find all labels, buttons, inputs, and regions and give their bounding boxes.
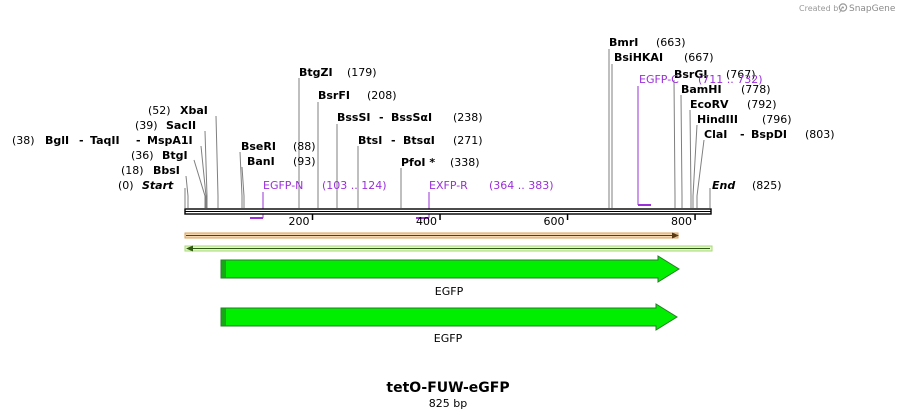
site-line-sacii	[204, 130, 208, 208]
site-line-bseri	[239, 151, 243, 208]
feature-egfp-2[interactable]	[220, 303, 678, 331]
site-bseri-name[interactable]: BseRI	[241, 140, 276, 153]
site-ecorv-name[interactable]: EcoRV	[690, 98, 729, 111]
site-pfoi-pos: (338)	[450, 156, 480, 169]
site-clai-pos: (803)	[805, 128, 835, 141]
site-hindiii-name[interactable]: HindIII	[697, 113, 738, 126]
ruler-tick-label-600: 600	[544, 215, 565, 228]
site-bgli-sep2: -	[136, 134, 141, 147]
primer-egfpc-name[interactable]: EGFP-C	[639, 73, 679, 86]
site-clai-sep: -	[740, 128, 745, 141]
site-sacii-pos: (39)	[135, 119, 158, 132]
site-bsssi-sep: -	[379, 111, 384, 124]
site-bmri-name[interactable]: BmrI	[609, 36, 638, 49]
site-bsrfi-name[interactable]: BsrFI	[318, 89, 350, 102]
feature-egfp-2-label: EGFP	[434, 332, 463, 345]
site-btgzi-pos: (179)	[347, 66, 377, 79]
site-bsihkai-name[interactable]: BsiHKAI	[614, 51, 663, 64]
site-btsi-sep: -	[391, 134, 396, 147]
site-line-bani	[241, 166, 245, 208]
ruler-tick-label-200: 200	[289, 215, 310, 228]
site-line-clai	[696, 139, 705, 208]
site-bani-name[interactable]: BanI	[247, 155, 275, 168]
site-bsssi-pos: (238)	[453, 111, 483, 124]
site-bseri-pos: (88)	[293, 140, 316, 153]
site-line-bgli	[200, 145, 207, 208]
site-bgli-sep1: -	[79, 134, 84, 147]
site-line-bbsi	[185, 175, 189, 208]
site-line-bsrgi	[673, 79, 676, 208]
site-taqii-name[interactable]: TaqII	[90, 134, 120, 147]
credit-prefix: Created by	[799, 4, 843, 13]
site-lines	[184, 49, 711, 208]
site-btsi-pos: (271)	[453, 134, 483, 147]
site-bsssi-name[interactable]: BssSI	[337, 111, 371, 124]
site-clai-name[interactable]: ClaI	[704, 128, 727, 141]
site-line-btgi	[193, 159, 206, 208]
site-bbsi-name[interactable]: BbsI	[153, 164, 180, 177]
reverse-strand-bar	[184, 245, 713, 252]
site-mspa1i-name[interactable]: MspA1I	[147, 134, 193, 147]
site-btsai-name[interactable]: BtsαI	[403, 134, 435, 147]
site-btgi-pos: (36)	[131, 149, 154, 162]
snapgene-logo-icon	[838, 3, 848, 12]
primer-egfpc-marker	[637, 86, 651, 206]
primer-egfpn-range: (103 .. 124)	[322, 179, 387, 192]
primer-exfpr-name[interactable]: EXFP-R	[429, 179, 468, 192]
site-start-name[interactable]: Start	[142, 179, 174, 192]
site-bsssai-name[interactable]: BssSαI	[391, 111, 432, 124]
site-line-xbai	[215, 115, 219, 208]
site-end-pos: (825)	[752, 179, 782, 192]
site-bsrgi-pos: (767)	[726, 68, 756, 81]
site-btgzi-name[interactable]: BtgZI	[299, 66, 333, 79]
site-hindiii-pos: (796)	[762, 113, 792, 126]
site-bamhi-pos: (778)	[741, 83, 771, 96]
site-line-bamhi	[680, 94, 683, 208]
site-bspdi-name[interactable]: BspDI	[751, 128, 787, 141]
site-btsi-name[interactable]: BtsI	[358, 134, 382, 147]
site-pfoi-name[interactable]: PfoI *	[401, 156, 435, 169]
primer-egfpc-range: (711 .. 732)	[698, 73, 763, 86]
site-sacii-name[interactable]: SacII	[166, 119, 196, 132]
site-bbsi-pos: (18)	[121, 164, 144, 177]
site-end-name[interactable]: End	[712, 179, 735, 192]
site-bsrgi-name[interactable]: BsrGI	[674, 68, 707, 81]
map-length: 825 bp	[429, 397, 467, 410]
site-line-hindiii	[692, 124, 698, 208]
site-bgli-pos: (38)	[12, 134, 35, 147]
forward-strand-bar	[184, 232, 679, 239]
ruler-tick-label-400: 400	[416, 215, 437, 228]
feature-egfp-1[interactable]	[220, 255, 680, 283]
map-title: tetO-FUW-eGFP	[386, 380, 509, 396]
site-start-pos: (0)	[118, 179, 134, 192]
primer-egfpn-name[interactable]: EGFP-N	[263, 179, 303, 192]
credit-brand: SnapGene	[849, 4, 896, 14]
site-bgli-name[interactable]: BglI	[45, 134, 69, 147]
site-line-ecorv	[689, 109, 692, 208]
site-btgi-name[interactable]: BtgI	[162, 149, 188, 162]
site-xbai-name[interactable]: XbaI	[180, 104, 208, 117]
site-bani-pos: (93)	[293, 155, 316, 168]
site-bsrfi-pos: (208)	[367, 89, 397, 102]
primer-exfpr-range: (364 .. 383)	[489, 179, 554, 192]
site-bamhi-name[interactable]: BamHI	[681, 83, 722, 96]
site-ecorv-pos: (792)	[747, 98, 777, 111]
ruler-tick-label-800: 800	[671, 215, 692, 228]
ruler-ticks: 200 400 600 800	[289, 214, 696, 228]
feature-egfp-1-label: EGFP	[435, 285, 464, 298]
site-bmri-pos: (663)	[656, 36, 686, 49]
site-bsihkai-pos: (667)	[684, 51, 714, 64]
sequence-ruler	[184, 208, 712, 215]
site-xbai-pos: (52)	[148, 104, 171, 117]
